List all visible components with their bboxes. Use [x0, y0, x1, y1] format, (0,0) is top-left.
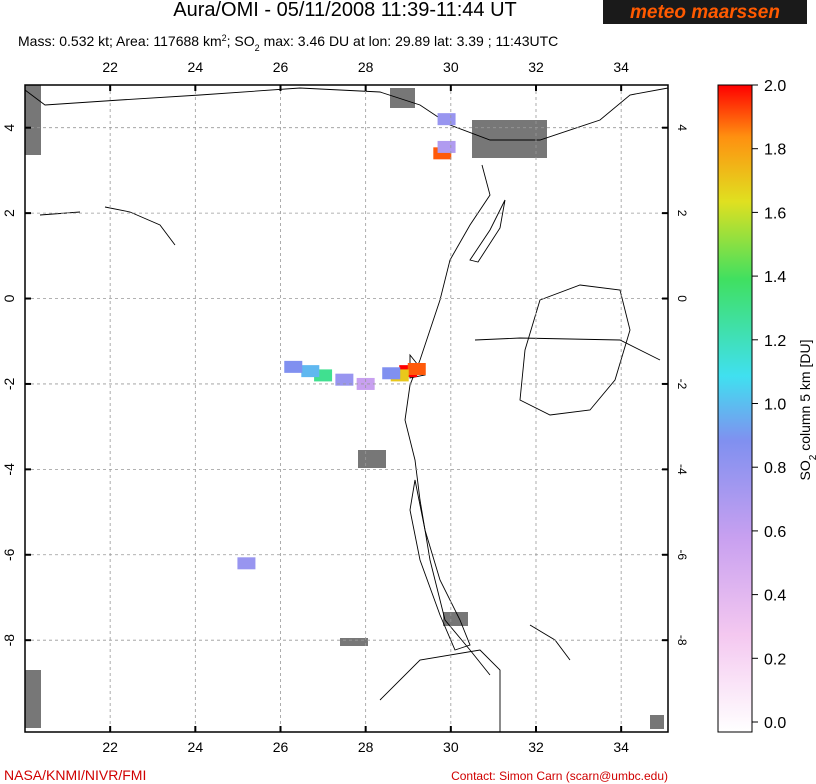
- x-tick-label: 26: [273, 59, 289, 75]
- plume-cell: [437, 113, 456, 126]
- x-tick-label: 30: [443, 739, 459, 755]
- x-tick-label: 24: [188, 739, 204, 755]
- subtitle-part: ; SO: [227, 33, 255, 49]
- colorbar-label-part: column 5 km [DU]: [797, 340, 813, 455]
- plume-cell: [382, 367, 401, 380]
- plume: [237, 113, 456, 570]
- colorbar-tick-label: 1.8: [764, 142, 786, 159]
- x-tick-label: 30: [443, 59, 459, 75]
- subtitle-part: max: 3.46 DU at lon: 29.89 lat: 3.39 ; 1…: [260, 33, 559, 49]
- x-tick-label: 34: [613, 739, 629, 755]
- logo-box: [603, 0, 807, 24]
- map-grid: [25, 85, 668, 732]
- colorbar-ticks: 0.0 0.2 0.4 0.6 0.8 1.0 1.2 1.4 1.6 1.8 2.0: [752, 78, 786, 732]
- plume-cell: [356, 377, 375, 390]
- plume-cell: [237, 557, 256, 570]
- x-tick-label: 32: [528, 59, 544, 75]
- map-frame: [24, 84, 669, 733]
- coastlines: [24, 87, 669, 732]
- title: Aura/OMI - 05/11/2008 11:39-11:44 UT: [173, 0, 517, 21]
- y-tick-label: -4: [675, 464, 689, 475]
- colorbar-tick-label: 0.2: [764, 651, 786, 668]
- y-tick-label: -4: [1, 463, 17, 476]
- colorbar-tick-label: 0.8: [764, 460, 786, 477]
- plume-cell: [301, 365, 320, 378]
- y-tick-label: 0: [1, 294, 17, 302]
- subtitle-part: 2: [222, 33, 227, 43]
- y-tick-label: -6: [675, 549, 689, 560]
- colorbar-tick-label: 1.2: [764, 333, 786, 350]
- plume-cell: [335, 373, 354, 386]
- colorbar-tick-label: 0.0: [764, 715, 786, 732]
- plume-cell: [284, 360, 303, 373]
- plume-cell: [437, 140, 456, 153]
- colorbar: [717, 84, 753, 733]
- colorbar-label: SO2 column 5 km [DU]: [797, 340, 816, 481]
- subtitle-part: Mass: 0.532 kt; Area: 117688 km: [18, 33, 222, 49]
- colorbar-tick-label: 2.0: [764, 78, 786, 95]
- colorbar-label-part: 2: [808, 454, 816, 460]
- y-tick-label: -8: [1, 634, 17, 647]
- x-tick-label: 28: [358, 59, 374, 75]
- x-tick-label: 34: [613, 59, 629, 75]
- y-tick-label: -2: [1, 378, 17, 391]
- x-tick-label: 22: [102, 59, 118, 75]
- y-tick-label: -6: [1, 548, 17, 561]
- plume-cell: [407, 362, 426, 375]
- x-tick-label: 28: [358, 739, 374, 755]
- x-tick-label: 32: [528, 739, 544, 755]
- colorbar-tick-label: 0.6: [764, 524, 786, 541]
- colorbar-label-part: SO: [797, 460, 813, 480]
- colorbar-tick-label: 1.0: [764, 397, 786, 414]
- y-tick-label: 2: [1, 209, 17, 217]
- y-tick-label: -8: [675, 635, 689, 646]
- colorbar-tick-label: 1.4: [764, 269, 786, 286]
- x-tick-label: 26: [273, 739, 289, 755]
- x-tick-label: 22: [102, 739, 118, 755]
- y-tick-label: -2: [675, 379, 689, 390]
- footer-right: Contact: Simon Carn (scarn@umbc.edu): [451, 769, 668, 783]
- y-tick-label: 2: [675, 210, 689, 217]
- logo: meteo maarssen: [630, 2, 780, 23]
- subtitle-part: 2: [255, 43, 260, 53]
- map: [24, 84, 669, 733]
- y-tick-label: 0: [675, 295, 689, 302]
- y-tick-label: 4: [1, 124, 17, 132]
- x-tick-label: 24: [188, 59, 204, 75]
- colorbar-tick-label: 0.4: [764, 588, 786, 605]
- map-background: [25, 85, 668, 732]
- footer-left: NASA/KNMI/NIVR/FMI: [4, 767, 146, 783]
- no-data: [25, 85, 664, 729]
- y-tick-label: 4: [675, 124, 689, 131]
- subtitle: Mass: 0.532 kt; Area: 117688 km2; SO2 ma…: [18, 33, 558, 53]
- colorbar-tick-label: 1.6: [764, 205, 786, 222]
